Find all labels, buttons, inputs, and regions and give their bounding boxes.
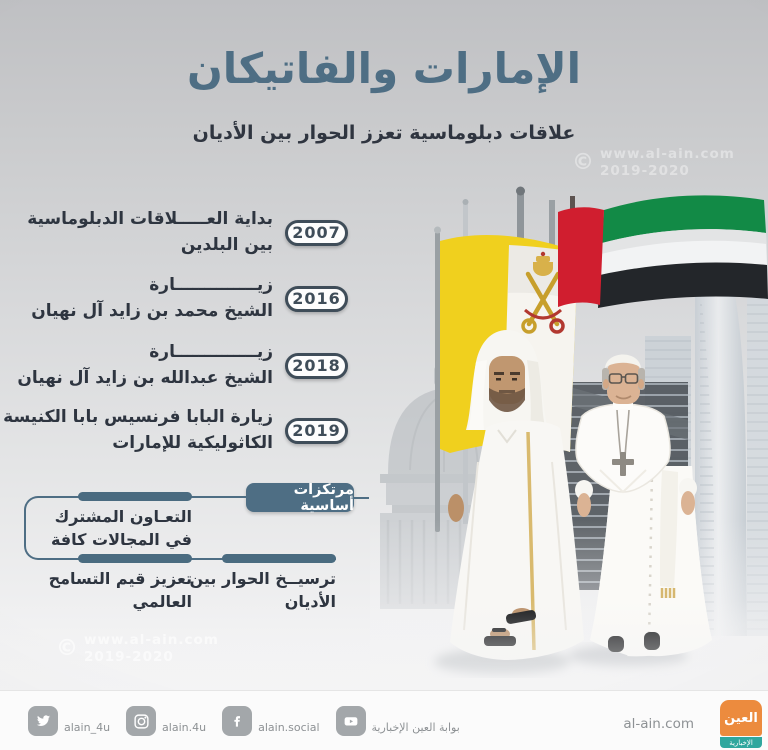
twitter-icon [28, 706, 58, 736]
timeline-item-2007: 2007 بداية العـــــلاقات الدبلوماسية بين… [27, 207, 348, 258]
pillar-capsule [78, 554, 192, 563]
social-links: alain_4u alain.4u alain.social بوابة الع… [28, 706, 476, 736]
timeline-item-2016: 2016 زيــــــــــــــارة الشيخ محمد بن ز… [31, 273, 348, 324]
facebook-handle: alain.social [258, 721, 320, 734]
instagram-handle: alain.4u [162, 721, 207, 734]
connector-bracket [24, 496, 48, 560]
timeline-text: زيارة البابا فرنسيس بابا الكنيسة الكاثول… [3, 407, 273, 453]
twitter-handle: alain_4u [64, 721, 111, 734]
year-badge: 2019 [285, 417, 348, 444]
connector-line [354, 497, 369, 499]
social-twitter[interactable]: alain_4u [28, 706, 110, 736]
youtube-handle: بوابة العين الإخبارية [371, 721, 460, 734]
social-instagram[interactable]: alain.4u [126, 706, 206, 736]
pillar-item-tolerance: تعزيز قيم التسامح العالمي [48, 569, 192, 612]
alain-logo-tagline: الإخبارية [720, 737, 762, 748]
social-facebook[interactable]: alain.social [222, 706, 320, 736]
instagram-icon [126, 706, 157, 736]
year-badge: 2007 [285, 219, 348, 246]
papal-emblem [521, 251, 565, 334]
timeline-text: زيــــــــــــــارة الشيخ عبدالله بن زاي… [17, 342, 273, 388]
pillar-item-dialogue: ترسيــخ الحوار بين الأديان [189, 569, 336, 612]
footer-bar: alain_4u alain.4u alain.social بوابة الع… [0, 690, 768, 750]
page-subtitle: علاقات دبلوماسية تعزز الحوار بين الأديان [192, 122, 576, 144]
pillar-capsule [78, 492, 192, 501]
website-url[interactable]: al-ain.com [623, 716, 694, 732]
timeline-item-2018: 2018 زيــــــــــــــارة الشيخ عبدالله ب… [17, 340, 348, 391]
alain-logo[interactable]: العين الإخبارية [720, 700, 762, 748]
social-youtube[interactable]: بوابة العين الإخبارية [335, 706, 460, 736]
timeline-text: زيــــــــــــــارة الشيخ محمد بن زايد آ… [31, 275, 273, 321]
year-badge: 2018 [285, 352, 348, 379]
page-title: الإمارات والفاتيكان [186, 44, 582, 93]
timeline-text: بداية العـــــلاقات الدبلوماسية بين البل… [27, 209, 273, 255]
pillar-item-cooperation: التعـاون المشترك في المجالات كافة [50, 507, 192, 550]
youtube-icon [335, 706, 366, 736]
year-badge: 2016 [285, 285, 348, 312]
alain-logo-mark: العين [720, 700, 762, 736]
pillars-header-badge: مرتكزات أساسية [246, 482, 354, 514]
uae-flag [558, 195, 768, 308]
pillar-capsule [222, 554, 336, 563]
facebook-icon [222, 706, 253, 736]
timeline-item-2019: 2019 زيارة البابا فرنسيس بابا الكنيسة ال… [3, 405, 348, 456]
